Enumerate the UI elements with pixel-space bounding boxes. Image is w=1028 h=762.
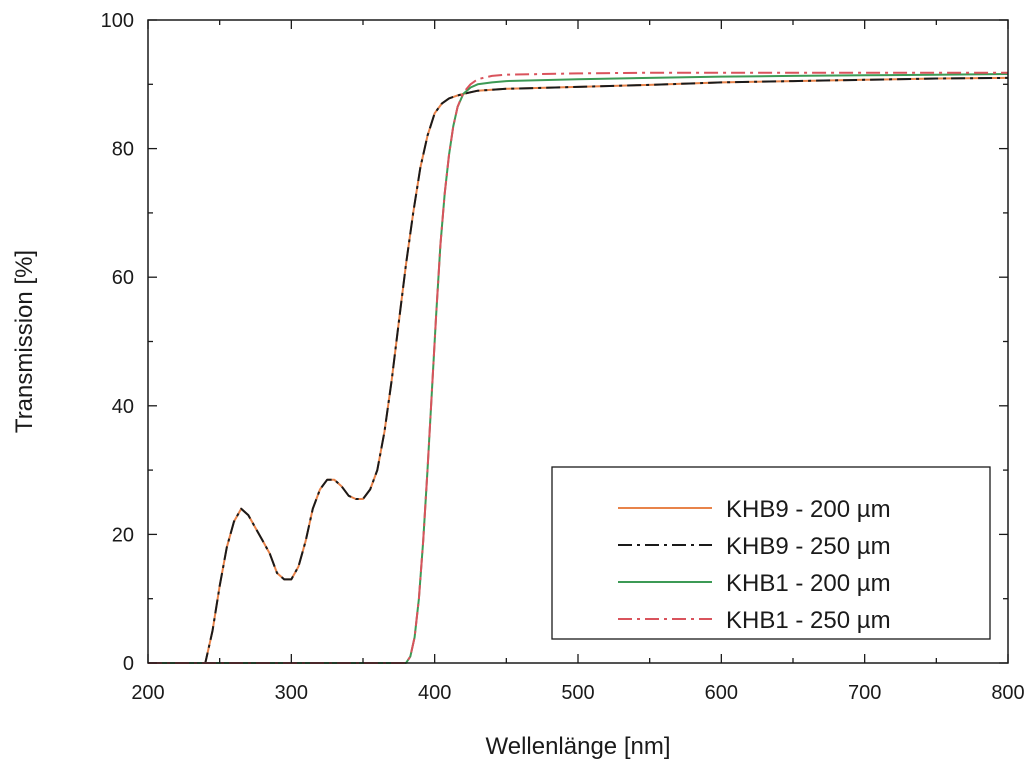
x-axis-label: Wellenlänge [nm] (486, 733, 671, 760)
legend-box (551, 466, 991, 640)
series-line-2 (148, 76, 1009, 664)
y-tick-label: 20 (112, 524, 134, 546)
series-line-4 (148, 71, 1008, 664)
axis-layer: 200 300 400 500 600 700 800 0 20 40 60 80 100 (101, 10, 1025, 704)
legend: KHB9 - 200 µm KHB9 - 250 µm KHB1 - 200 µm K… (551, 466, 991, 640)
y-tick-label: 0 (123, 653, 134, 675)
y-tick-label: 80 (112, 139, 134, 161)
y-tick-label: 40 (112, 396, 134, 418)
x-tick-label: 700 (848, 682, 881, 704)
x-tick-label: 800 (991, 682, 1024, 704)
x-tick-label: 600 (705, 682, 738, 704)
y-tick-label: 100 (101, 10, 134, 32)
x-tick-label: 400 (418, 682, 451, 704)
y-axis-label: Transmission [%] (11, 250, 38, 433)
y-tick-label: 60 (112, 267, 134, 289)
legend-label-3: KHB1 - 200 µm (726, 570, 891, 597)
legend-label-1: KHB9 - 200 µm (726, 496, 891, 523)
x-tick-label: 300 (275, 682, 308, 704)
legend-label-4: KHB1 - 250 µm (726, 607, 891, 634)
legend-label-2: KHB9 - 250 µm (726, 533, 891, 560)
x-tick-label: 500 (561, 682, 594, 704)
plot-layer (148, 71, 1009, 664)
x-tick-label: 200 (131, 682, 164, 704)
